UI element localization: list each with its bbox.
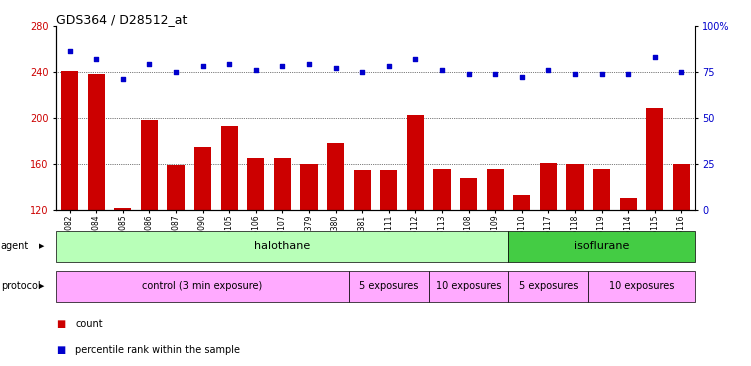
Bar <box>300 164 318 349</box>
Bar <box>646 108 663 349</box>
Point <box>489 71 501 76</box>
Point <box>542 67 554 73</box>
Text: 5 exposures: 5 exposures <box>519 281 578 291</box>
Bar <box>513 195 530 349</box>
Text: agent: agent <box>1 241 29 251</box>
Point <box>463 71 475 76</box>
Bar <box>540 163 557 349</box>
Point <box>64 49 76 55</box>
Text: halothane: halothane <box>255 241 310 251</box>
Bar <box>487 169 504 349</box>
Bar <box>140 120 158 349</box>
Bar <box>593 169 611 349</box>
Point <box>330 65 342 71</box>
Text: ▶: ▶ <box>39 243 44 249</box>
Text: count: count <box>75 319 103 329</box>
Point <box>170 69 182 75</box>
Text: ■: ■ <box>56 319 65 329</box>
Point <box>622 71 634 76</box>
Point <box>436 67 448 73</box>
Bar <box>247 158 264 349</box>
Point <box>409 56 421 62</box>
Text: protocol: protocol <box>1 281 41 291</box>
Bar <box>566 164 584 349</box>
Bar <box>433 169 451 349</box>
Bar <box>167 165 185 349</box>
Point <box>90 56 102 62</box>
Point <box>383 63 395 69</box>
Text: percentile rank within the sample: percentile rank within the sample <box>75 344 240 355</box>
Text: 10 exposures: 10 exposures <box>436 281 501 291</box>
Bar <box>274 158 291 349</box>
Point <box>516 74 528 80</box>
Text: isoflurane: isoflurane <box>574 241 629 251</box>
Point <box>117 76 129 82</box>
Text: ▶: ▶ <box>39 283 44 290</box>
Point <box>675 69 687 75</box>
Text: 10 exposures: 10 exposures <box>609 281 674 291</box>
Point <box>303 61 315 67</box>
Point <box>649 54 661 60</box>
Bar <box>460 178 477 349</box>
Bar <box>88 74 105 349</box>
Bar <box>620 198 637 349</box>
Point <box>356 69 368 75</box>
Bar <box>221 126 238 349</box>
Text: 5 exposures: 5 exposures <box>359 281 418 291</box>
Bar <box>114 208 131 349</box>
Text: GDS364 / D28512_at: GDS364 / D28512_at <box>56 13 188 26</box>
Point <box>143 61 155 67</box>
Point <box>596 71 608 76</box>
Bar <box>354 170 371 349</box>
Point <box>569 71 581 76</box>
Bar <box>407 115 424 349</box>
Bar <box>327 143 344 349</box>
Bar <box>194 147 211 349</box>
Text: ■: ■ <box>56 344 65 355</box>
Text: control (3 min exposure): control (3 min exposure) <box>143 281 263 291</box>
Point <box>223 61 235 67</box>
Bar <box>380 170 397 349</box>
Bar <box>61 71 78 349</box>
Point <box>197 63 209 69</box>
Point <box>276 63 288 69</box>
Point <box>250 67 262 73</box>
Bar <box>673 164 690 349</box>
